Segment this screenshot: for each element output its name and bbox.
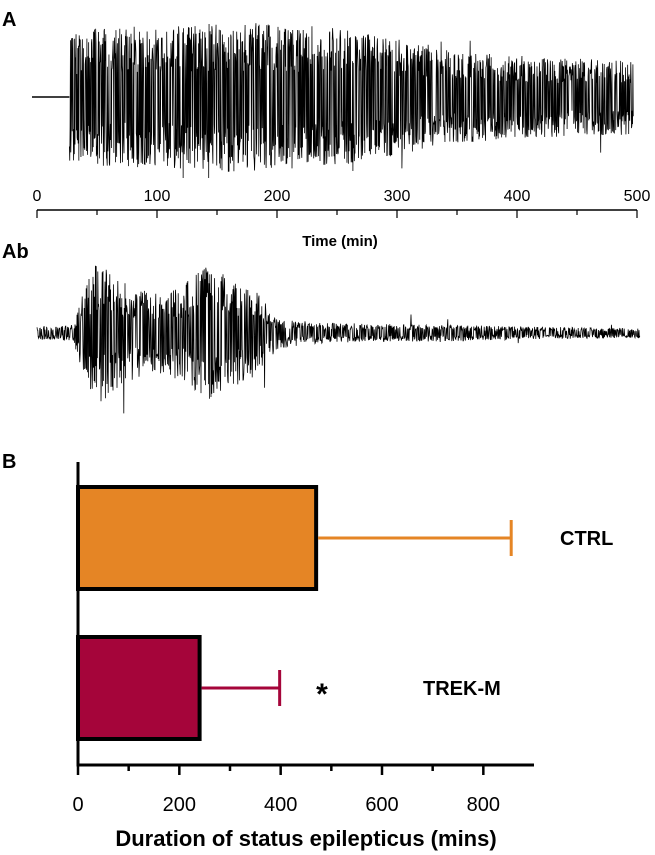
x-tick-label-b: 400 <box>264 794 297 816</box>
panel-ab-eeg-trace <box>36 265 641 414</box>
eeg-trace-a <box>32 23 634 179</box>
x-tick-label-a: 500 <box>624 188 651 205</box>
panel-label-b: B <box>2 451 16 473</box>
x-tick-label-b: 0 <box>72 794 83 816</box>
significance-marker: * <box>316 678 328 711</box>
x-tick-label-a: 400 <box>504 188 531 205</box>
trace-ab-signal <box>36 265 641 414</box>
x-axis-title-a: Time (min) <box>302 233 378 250</box>
panel-a-eeg-trace: 0 100 200 300 400 500 Time (min) <box>32 23 650 250</box>
x-tick-label-b: 600 <box>365 794 398 816</box>
x-tick-label-b: 800 <box>467 794 500 816</box>
trace-a-signal <box>69 23 634 179</box>
x-axis-title-b: Duration of status epilepticus (mins) <box>115 826 496 851</box>
bar-trek-m <box>76 635 202 741</box>
panel-b-bar-chart: CTRL TREK-M * 0 200 400 600 800 Duration of st… <box>72 462 613 851</box>
bar-label-trek-m: TREK-M <box>423 678 501 700</box>
x-axis-a: 0 100 200 300 400 500 <box>33 188 651 218</box>
axes-b: 0 200 400 600 800 <box>72 462 534 816</box>
x-tick-label-a: 100 <box>144 188 171 205</box>
x-tick-label-a: 300 <box>384 188 411 205</box>
bar-label-ctrl: CTRL <box>560 528 613 550</box>
panel-label-ab: Ab <box>2 241 29 263</box>
x-tick-label-b: 200 <box>163 794 196 816</box>
bar-ctrl <box>76 485 319 591</box>
x-tick-label-a: 200 <box>264 188 291 205</box>
panel-label-a: A <box>2 9 16 31</box>
x-tick-label-a: 0 <box>33 188 42 205</box>
eeg-trace-ab <box>36 265 641 414</box>
bars-b: CTRL TREK-M * <box>76 485 613 741</box>
